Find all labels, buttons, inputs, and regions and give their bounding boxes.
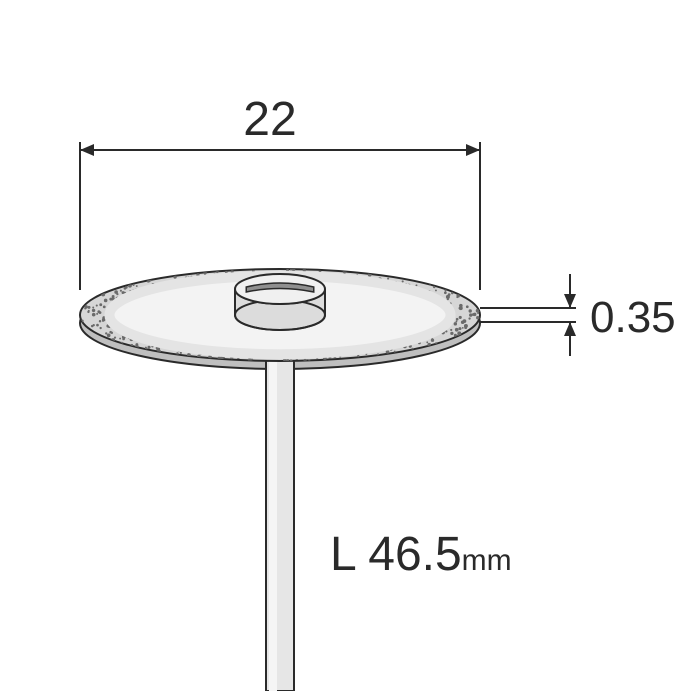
shaft-highlight (269, 352, 277, 691)
diameter-value: 22 (243, 93, 296, 146)
arrowhead (564, 294, 576, 308)
length-prefix: L (330, 528, 368, 581)
length-value: 46.5 (368, 528, 461, 581)
arrowhead (80, 144, 94, 156)
technical-drawing-svg: 22 0.35 L 46.5mm (0, 0, 691, 691)
length-label: L 46.5mm (330, 528, 512, 581)
thickness-value: 0.35 (590, 293, 676, 342)
arrowhead (564, 322, 576, 336)
arrowhead (466, 144, 480, 156)
diagram-stage: 22 0.35 L 46.5mm (0, 0, 691, 691)
length-unit: mm (462, 544, 512, 577)
